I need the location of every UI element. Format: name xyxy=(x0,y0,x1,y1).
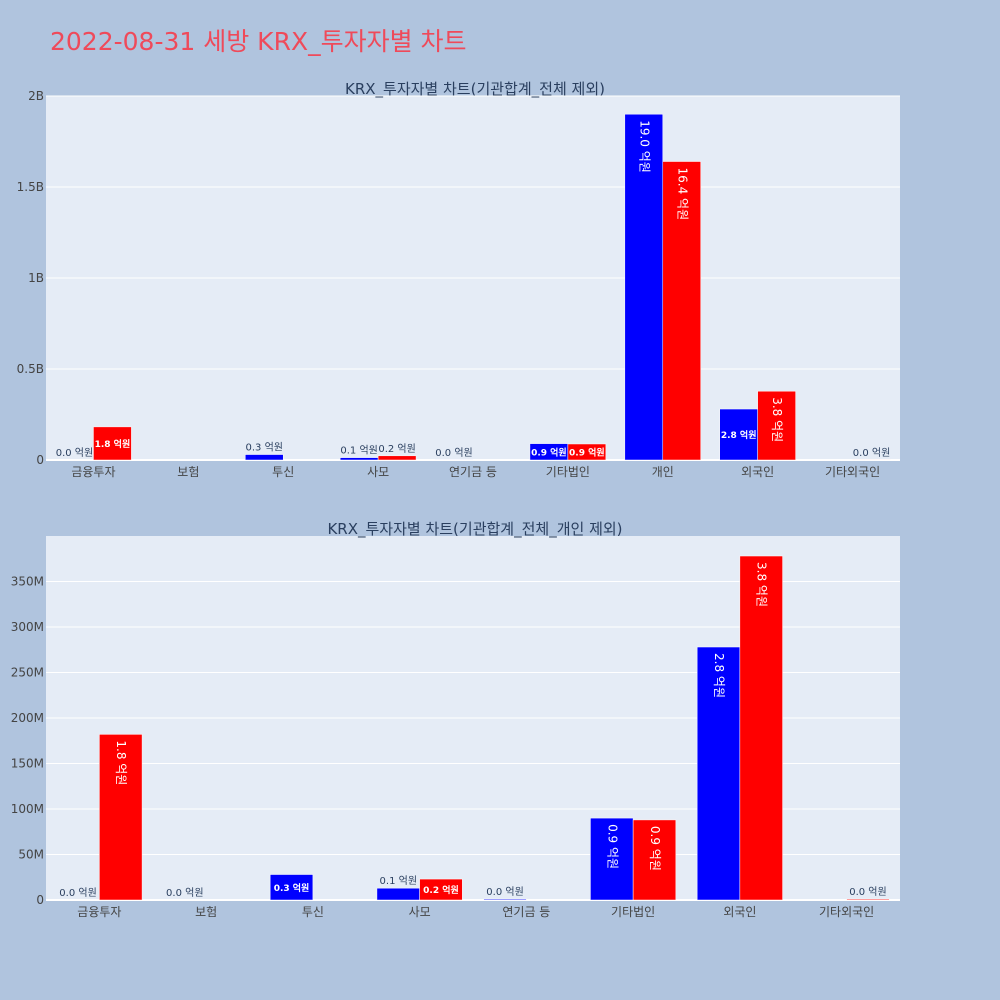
x-tick-label: 연기금 등 xyxy=(502,905,550,919)
bar xyxy=(377,455,417,461)
y-tick-label: 350M xyxy=(11,575,44,589)
bar xyxy=(483,898,527,901)
bar xyxy=(245,454,284,461)
bar-value-label: 3.8 억원 xyxy=(755,562,769,607)
chart-title: KRX_투자자별 차트(기관합계_전체 제외) xyxy=(345,80,605,99)
bar-value-label: 0.0 억원 xyxy=(56,447,93,459)
bar-value-label: 0.0 억원 xyxy=(435,447,472,459)
chart-title: KRX_투자자별 차트(기관합계_전체_개인 제외) xyxy=(327,520,622,539)
y-tick-label: 0.5B xyxy=(17,362,44,376)
bar xyxy=(376,887,420,901)
y-tick-label: 150M xyxy=(11,757,44,771)
bar-value-label: 2.8 억원 xyxy=(712,653,726,698)
investor-chart-2: KRX_투자자별 차트(기관합계_전체_개인 제외) 0 50M 100M 150M 20… xyxy=(11,520,900,919)
y-tick-label: 0 xyxy=(36,453,44,467)
bar xyxy=(696,646,741,901)
bar-value-label: 0.0 억원 xyxy=(486,886,523,898)
bar-value-label: 3.8 억원 xyxy=(770,397,784,442)
bar-value-label: 0.9 억원 xyxy=(569,446,605,458)
bar-value-label: 1.8 억원 xyxy=(114,740,128,785)
bar-value-label: 0.1 억원 xyxy=(340,445,377,457)
bar-value-label: 0.0 억원 xyxy=(166,887,203,899)
x-tick-label: 기타외국인 xyxy=(825,465,880,479)
x-tick-label: 연기금 등 xyxy=(449,465,497,479)
x-tick-label: 외국인 xyxy=(723,905,756,919)
y-tick-label: 1B xyxy=(28,271,44,285)
bar-value-label: 1.8 억원 xyxy=(95,438,131,450)
x-tick-label: 금융투자 xyxy=(77,905,121,919)
bar xyxy=(846,898,890,901)
x-tick-label: 사모 xyxy=(409,905,431,919)
bar xyxy=(757,390,796,461)
x-tick-label: 투신 xyxy=(272,465,294,479)
x-tick-label: 보험 xyxy=(195,905,217,919)
x-tick-label: 금융투자 xyxy=(71,465,115,479)
bar-value-label: 0.2 억원 xyxy=(423,884,459,896)
bar-value-label: 0.2 억원 xyxy=(378,443,415,455)
bar xyxy=(339,457,379,461)
bar xyxy=(419,878,463,901)
y-tick-label: 100M xyxy=(11,802,44,816)
bar xyxy=(99,734,143,901)
y-tick-label: 0 xyxy=(36,893,44,907)
bar xyxy=(632,819,677,901)
x-tick-label: 개인 xyxy=(652,465,674,479)
bar xyxy=(269,874,314,901)
bar-value-label: 0.0 억원 xyxy=(59,887,96,899)
y-tick-label: 250M xyxy=(11,666,44,680)
x-tick-label: 외국인 xyxy=(741,465,774,479)
x-tick-label: 기타법인 xyxy=(546,465,590,479)
bar-value-label: 0.1 억원 xyxy=(380,875,417,887)
bar xyxy=(624,113,664,461)
bar-value-label: 0.9 억원 xyxy=(648,826,662,871)
bar xyxy=(93,426,132,461)
bar xyxy=(719,408,758,461)
y-tick-label: 300M xyxy=(11,620,44,634)
bar xyxy=(662,161,701,461)
bar-value-label: 0.3 억원 xyxy=(274,882,310,894)
page-title: 2022-08-31 세방 KRX_투자자별 차트 xyxy=(50,27,467,56)
y-tick-label: 2B xyxy=(28,89,44,103)
bar-value-label: 16.4 억원 xyxy=(675,168,689,221)
x-tick-label: 보험 xyxy=(177,465,199,479)
x-tick-label: 투신 xyxy=(302,905,324,919)
bar-value-label: 19.0 억원 xyxy=(637,120,651,173)
bar xyxy=(739,555,783,901)
x-tick-label: 기타법인 xyxy=(611,905,655,919)
y-tick-label: 200M xyxy=(11,711,44,725)
bar-value-label: 0.9 억원 xyxy=(605,824,619,869)
bar-value-label: 0.3 억원 xyxy=(246,442,283,454)
investor-chart-1: KRX_투자자별 차트(기관합계_전체 제외) 0 0.5B 1B 1.5B 2B 금융투자… xyxy=(17,80,900,479)
bar-value-label: 0.0 억원 xyxy=(849,886,886,898)
x-tick-label: 사모 xyxy=(367,465,389,479)
y-tick-label: 1.5B xyxy=(17,180,44,194)
bar xyxy=(567,443,607,461)
x-tick-label: 기타외국인 xyxy=(819,905,874,919)
bar-value-label: 2.8 억원 xyxy=(721,429,757,441)
bar-value-label: 0.0 억원 xyxy=(853,447,890,459)
y-tick-label: 50M xyxy=(18,848,44,862)
bar-value-label: 0.9 억원 xyxy=(531,446,567,458)
